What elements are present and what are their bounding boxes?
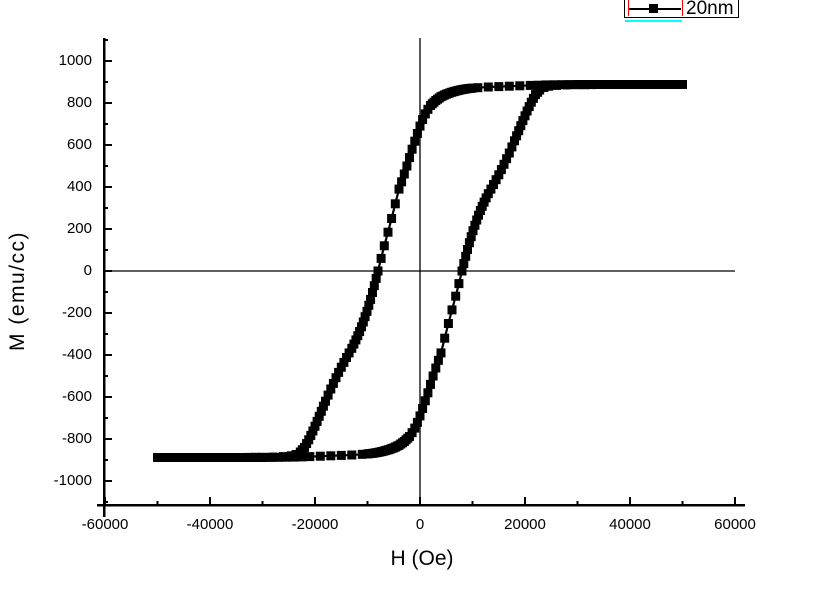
x-tick-label-20000: 20000 [504, 516, 546, 533]
x-axis-title: H (Oe) [390, 547, 454, 570]
x-tick-label--60000: -60000 [81, 516, 129, 533]
y-tick-label-600: 600 [66, 136, 92, 153]
y-tick-label-200: 200 [66, 220, 92, 237]
y-tick-label--1000: -1000 [53, 472, 92, 489]
legend-label: 20nm [686, 0, 734, 19]
y-tick-label-0: 0 [83, 262, 92, 279]
x-tick-label-40000: 40000 [609, 516, 651, 533]
x-tick-label--20000: -20000 [291, 516, 339, 533]
y-tick-label-1000: 1000 [58, 52, 92, 69]
y-tick-label-800: 800 [66, 94, 92, 111]
y-tick-label--200: -200 [61, 304, 92, 321]
y-axis-title: M (emu/cc) [6, 231, 29, 351]
x-tick-label-0: 0 [415, 516, 425, 533]
y-tick-label--600: -600 [61, 388, 92, 405]
zero-lines [104, 38, 735, 505]
y-tick-label--800: -800 [61, 430, 92, 447]
legend-divider-left [627, 0, 629, 16]
legend-underline [625, 19, 682, 22]
legend-square-marker-icon [649, 4, 658, 13]
legend-divider-right [681, 0, 683, 16]
y-tick-label--400: -400 [61, 346, 92, 363]
x-tick-label--40000: -40000 [186, 516, 234, 533]
series-20nm-ascending-branch[interactable] [153, 80, 687, 462]
x-tick-label-60000: 60000 [714, 516, 756, 533]
legend-box[interactable]: 20nm [624, 0, 739, 18]
y-tick-label-400: 400 [66, 178, 92, 195]
